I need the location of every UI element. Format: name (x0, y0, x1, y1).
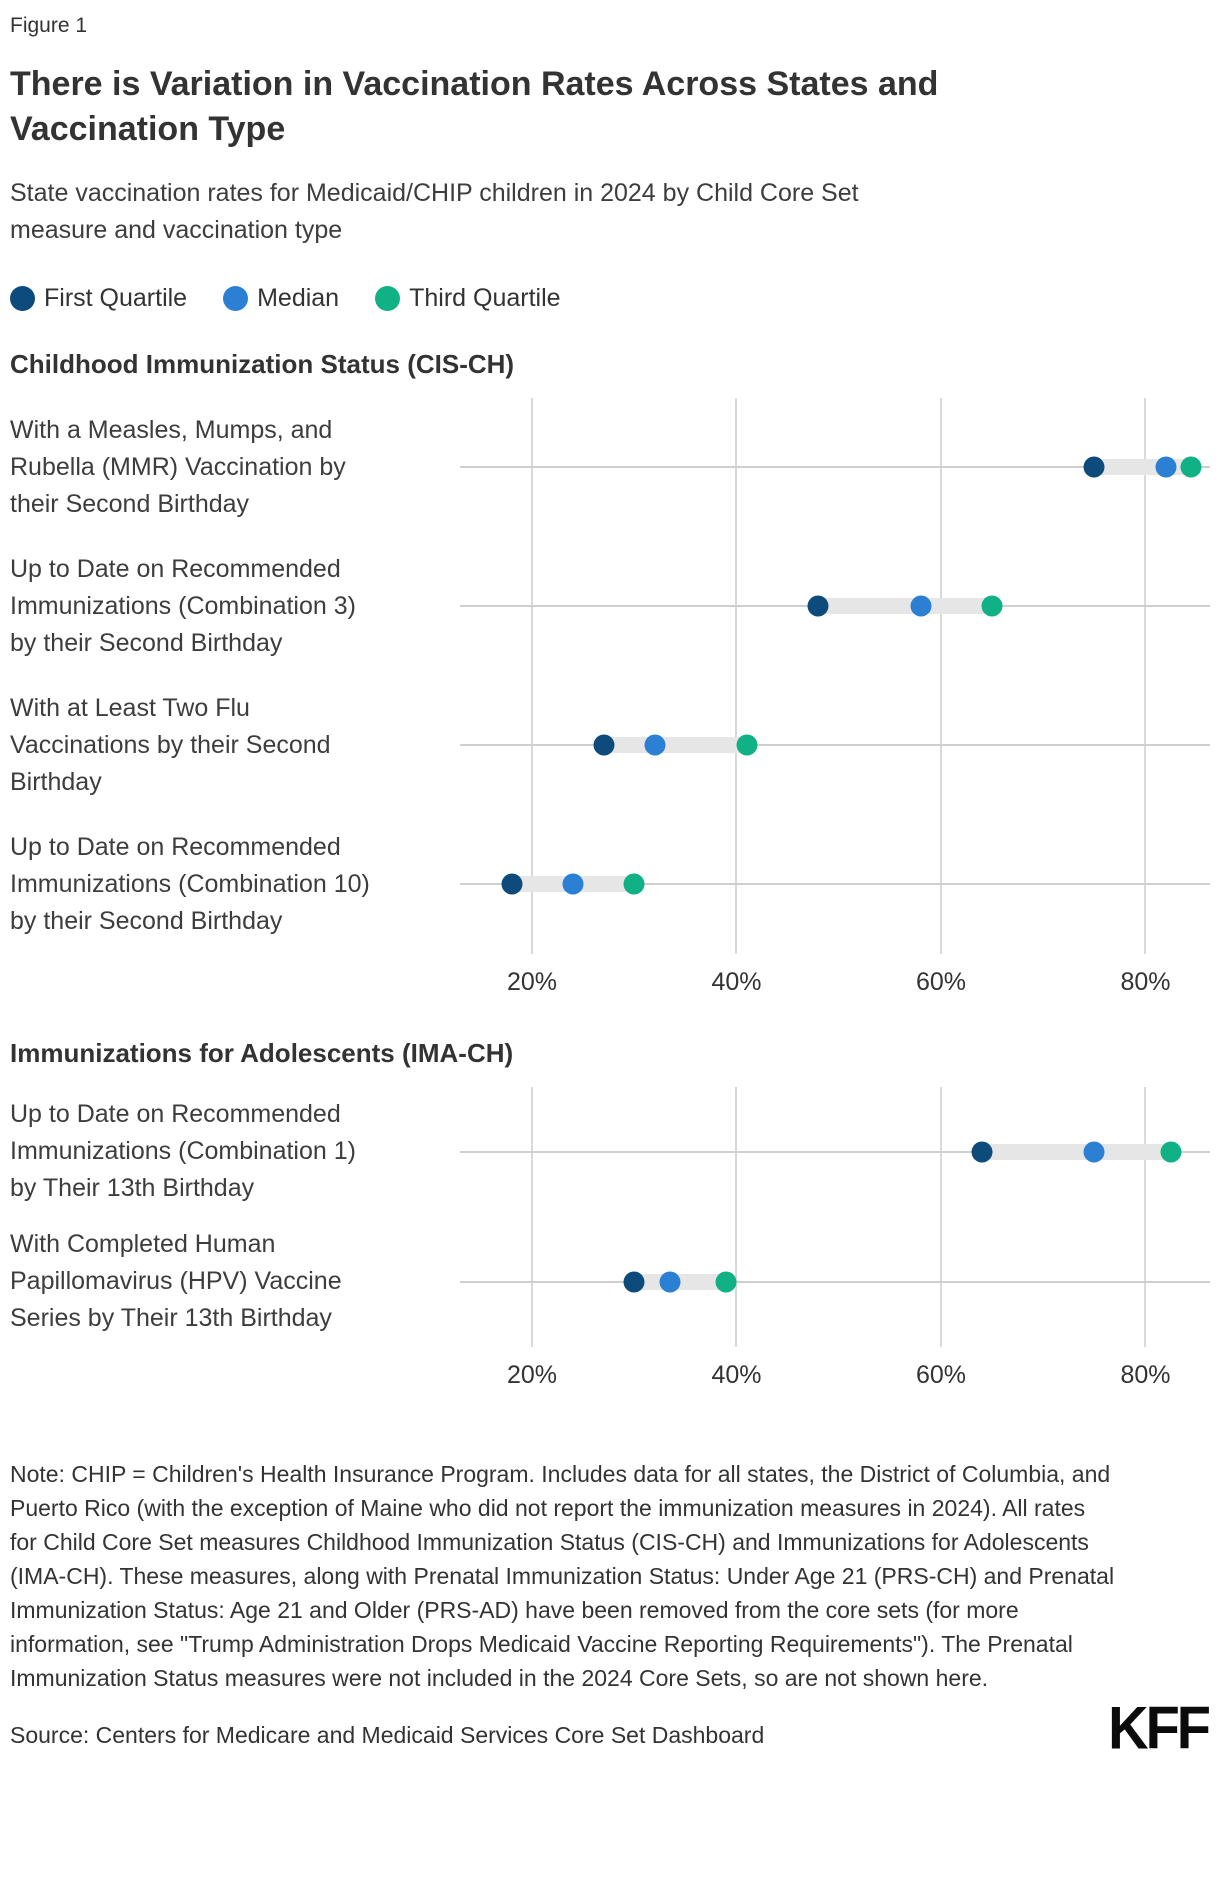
first-quartile-dot (593, 734, 615, 756)
median-dot (562, 873, 584, 895)
third-quartile-dot (1180, 456, 1202, 478)
title-line-1: There is Variation in Vaccination Rates … (10, 65, 939, 103)
measure-row: Up to Date on Recommended Immunizations … (10, 1087, 1210, 1217)
quartile-range-band (1094, 459, 1192, 476)
legend-dot-icon (10, 285, 35, 311)
gridline (939, 397, 942, 954)
gridline (531, 1086, 533, 1347)
gridline (735, 1086, 738, 1347)
source-row: Source: Centers for Medicare and Medicai… (10, 1696, 1211, 1757)
measure-row: Up to Date on Recommended Immunizations … (10, 815, 1210, 954)
measure-label: With a Measles, Mumps, and Rubella (MMR)… (10, 415, 346, 518)
row-plot (460, 1087, 1210, 1217)
third-quartile-dot (736, 734, 758, 756)
legend-dot-icon (223, 285, 249, 311)
kff-logo: KFF (1108, 1692, 1211, 1761)
third-quartile-dot (715, 1271, 737, 1293)
section-cis-ch: Childhood Immunization Status (CIS-CH) W… (10, 349, 1210, 1002)
grid-overlay (460, 397, 1210, 954)
row-plot (460, 676, 1210, 815)
chart-body: With a Measles, Mumps, and Rubella (MMR)… (10, 397, 1210, 954)
legend-label: Median (257, 283, 340, 312)
row-axis-line (460, 1280, 1210, 1283)
measure-label: Up to Date on Recommended Immunizations … (10, 832, 370, 935)
row-plot (460, 398, 1210, 537)
legend-item: Third Quartile (375, 283, 561, 313)
row-axis-line (460, 466, 1210, 469)
gridline (1144, 1086, 1147, 1347)
median-dot (659, 1271, 681, 1293)
title-line-2: Vaccination Type (10, 109, 286, 148)
section-ima-ch: Immunizations for Adolescents (IMA-CH) U… (10, 1038, 1210, 1395)
gridline (735, 397, 738, 954)
measure-row: With a Measles, Mumps, and Rubella (MMR)… (10, 398, 1210, 537)
legend: First Quartile Median Third Quartile (10, 284, 1210, 313)
x-tick-label: 60% (915, 967, 967, 996)
source-text: Source: Centers for Medicare and Medicai… (10, 1721, 765, 1748)
x-axis: 20% 40% 60% 80% (460, 968, 1210, 1002)
page-title: There is Variation in Vaccination Rates … (10, 62, 1150, 152)
legend-label: First Quartile (44, 283, 188, 312)
x-tick-label: 40% (711, 1360, 762, 1389)
x-tick-label: 40% (711, 967, 762, 996)
figure-label: Figure 1 (10, 14, 88, 37)
median-dot (1155, 456, 1177, 478)
row-axis-line (460, 883, 1210, 886)
quartile-range-band (603, 737, 747, 754)
measure-label: With at Least Two Flu Vaccinations by th… (10, 693, 331, 796)
legend-label: Third Quartile (409, 283, 561, 312)
third-quartile-dot (623, 873, 645, 895)
legend-item: First Quartile (10, 284, 187, 313)
third-quartile-dot (1160, 1141, 1182, 1163)
first-quartile-dot (971, 1141, 993, 1163)
first-quartile-dot (1083, 456, 1105, 478)
chart-body: Up to Date on Recommended Immunizations … (10, 1086, 1210, 1347)
measure-row: With at Least Two Flu Vaccinations by th… (10, 676, 1210, 815)
x-tick-label: 20% (506, 1360, 558, 1389)
legend-dot-icon (375, 285, 401, 311)
row-axis-line (460, 744, 1210, 747)
legend-item: Median (223, 284, 339, 313)
quartile-range-band (981, 1143, 1172, 1160)
chart-subtitle: State vaccination rates for Medicaid/CHI… (10, 178, 859, 245)
third-quartile-dot (981, 595, 1003, 617)
measure-row: With Completed Human Papillomavirus (HPV… (10, 1217, 1210, 1347)
first-quartile-dot (501, 873, 523, 895)
row-plot (460, 537, 1210, 676)
measure-label: Up to Date on Recommended Immunizations … (10, 554, 356, 657)
gridline (939, 1086, 942, 1347)
row-axis-line (460, 1150, 1210, 1153)
gridline (1144, 397, 1147, 954)
x-tick-label: 80% (1120, 967, 1171, 996)
x-axis: 20% 40% 60% 80% (460, 1361, 1210, 1395)
row-plot (460, 815, 1210, 954)
first-quartile-dot (623, 1271, 645, 1293)
row-plot (460, 1217, 1210, 1347)
grid-overlay (460, 1086, 1210, 1347)
first-quartile-dot (807, 595, 829, 617)
median-dot (1083, 1141, 1105, 1163)
median-dot (910, 595, 932, 617)
x-tick-label: 60% (915, 1360, 967, 1389)
note-text: Note: CHIP = Children's Health Insurance… (10, 1460, 1115, 1691)
gridline (531, 397, 533, 954)
measure-label: With Completed Human Papillomavirus (HPV… (10, 1230, 342, 1333)
section-title: Childhood Immunization Status (CIS-CH) (10, 348, 515, 379)
x-tick-label: 80% (1120, 1360, 1171, 1389)
median-dot (644, 734, 666, 756)
section-title: Immunizations for Adolescents (IMA-CH) (10, 1037, 514, 1068)
x-tick-label: 20% (506, 967, 558, 996)
measure-label: Up to Date on Recommended Immunizations … (10, 1100, 356, 1203)
quartile-range-band (818, 598, 993, 615)
measure-row: Up to Date on Recommended Immunizations … (10, 537, 1210, 676)
